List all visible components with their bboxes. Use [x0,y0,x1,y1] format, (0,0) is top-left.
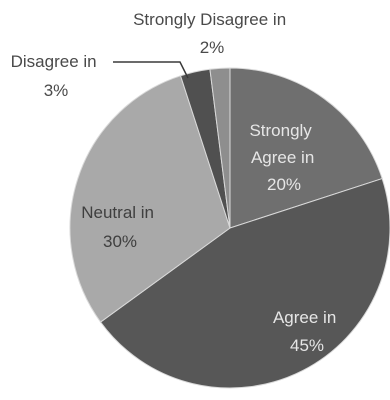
slice-label-strongly-disagree: Strongly Disagree in 2% [133,10,291,57]
pie-slice-strongly-agree [229,67,383,229]
pie-slice-strongly-disagree [209,67,231,229]
slice-label-strongly-agree: Strongly Agree in 20% [249,121,319,194]
pie-labels: Strongly Agree in 20% Agree in 45% Neutr… [11,10,341,355]
leader-line-disagree [113,61,189,79]
leader-lines [113,61,189,79]
pie-slices [69,67,390,389]
slice-label-neutral: Neutral in 30% [81,203,159,251]
pie-slice-neutral [69,75,231,323]
slice-label-disagree: Disagree in 3% [11,52,102,100]
slice-label-agree: Agree in 45% [273,308,341,355]
